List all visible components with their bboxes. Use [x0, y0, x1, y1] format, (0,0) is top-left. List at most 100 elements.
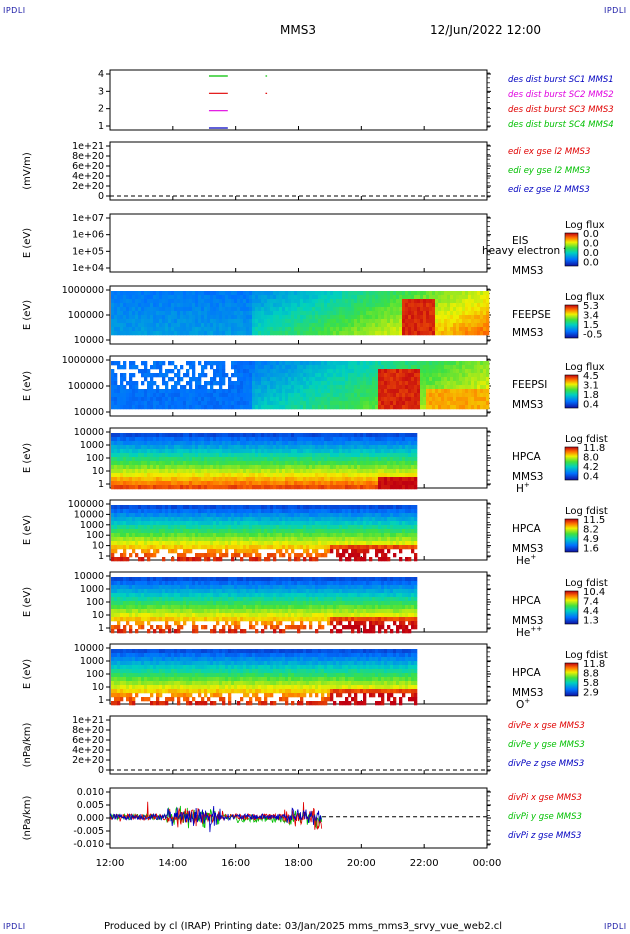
- heatmap-cell: [162, 445, 166, 450]
- heatmap-cell: [219, 291, 223, 296]
- heatmap-cell: [186, 361, 190, 366]
- heatmap-cell: [255, 291, 259, 296]
- heatmap-cell: [246, 381, 250, 386]
- heatmap-cell: [120, 307, 124, 312]
- heatmap-cell: [225, 389, 229, 394]
- heatmap-cell: [417, 393, 421, 398]
- heatmap-cell: [264, 311, 268, 316]
- heatmap-cell: [486, 365, 490, 370]
- heatmap-cell: [117, 485, 121, 490]
- heatmap-cell: [168, 377, 172, 382]
- heatmap-cell: [141, 361, 145, 366]
- heatmap-cell: [174, 385, 178, 390]
- heatmap-cell: [129, 323, 133, 328]
- heatmap-cell: [375, 373, 379, 378]
- heatmap-cell: [294, 319, 298, 324]
- heatmap-cell: [375, 457, 379, 462]
- heatmap-cell: [477, 323, 481, 328]
- heatmap-cell: [183, 541, 187, 546]
- heatmap-cell: [222, 545, 226, 550]
- heatmap-cell: [432, 385, 436, 390]
- heatmap-cell: [342, 311, 346, 316]
- heatmap-cell: [120, 295, 124, 300]
- heatmap-cell: [246, 481, 250, 486]
- heatmap-cell: [408, 315, 412, 320]
- heatmap-cell: [246, 361, 250, 366]
- heatmap-cell: [156, 323, 160, 328]
- heatmap-cell: [351, 307, 355, 312]
- heatmap-cell: [393, 311, 397, 316]
- heatmap-cell: [438, 319, 442, 324]
- heatmap-cell: [180, 453, 184, 458]
- heatmap-cell: [288, 473, 292, 478]
- heatmap-cell: [129, 481, 133, 486]
- heatmap-cell: [315, 449, 319, 454]
- heatmap-cell: [339, 295, 343, 300]
- heatmap-cell: [159, 319, 163, 324]
- heatmap-cell: [456, 327, 460, 332]
- heatmap-cell: [384, 311, 388, 316]
- heatmap-cell: [420, 307, 424, 312]
- heatmap-cell: [345, 385, 349, 390]
- heatmap-cell: [309, 477, 313, 482]
- heatmap-cell: [282, 373, 286, 378]
- heatmap-cell: [390, 295, 394, 300]
- heatmap-cell: [474, 299, 478, 304]
- heatmap-cell: [414, 437, 418, 442]
- heatmap-cell: [276, 397, 280, 402]
- heatmap-cell: [237, 331, 241, 336]
- heatmap-cell: [153, 381, 157, 386]
- heatmap-cell: [264, 361, 268, 366]
- heatmap-cell: [441, 323, 445, 328]
- heatmap-cell: [201, 525, 205, 530]
- heatmap-cell: [129, 389, 133, 394]
- heatmap-cell: [426, 389, 430, 394]
- heatmap-cell: [243, 449, 247, 454]
- heatmap-cell: [456, 361, 460, 366]
- heatmap-cell: [204, 307, 208, 312]
- heatmap-cell: [135, 381, 139, 386]
- heatmap-cell: [468, 303, 472, 308]
- heatmap-cell: [219, 505, 223, 510]
- heatmap-cell: [204, 513, 208, 518]
- heatmap-cell: [330, 393, 334, 398]
- heatmap-cell: [288, 445, 292, 450]
- heatmap-cell: [216, 299, 220, 304]
- heatmap-cell: [474, 361, 478, 366]
- heatmap-cell: [264, 437, 268, 442]
- heatmap-cell: [312, 315, 316, 320]
- heatmap-cell: [120, 291, 124, 296]
- heatmap-cell: [126, 509, 130, 514]
- heatmap-cell: [210, 437, 214, 442]
- heatmap-cell: [201, 517, 205, 522]
- heatmap-cell: [192, 405, 196, 410]
- heatmap-cell: [381, 327, 385, 332]
- heatmap-cell: [195, 319, 199, 324]
- heatmap-cell: [435, 291, 439, 296]
- heatmap-cell: [333, 401, 337, 406]
- heatmap-cell: [126, 303, 130, 308]
- heatmap-cell: [294, 481, 298, 486]
- heatmap-cell: [465, 327, 469, 332]
- heatmap-cell: [282, 299, 286, 304]
- heatmap-cell: [375, 485, 379, 490]
- heatmap-cell: [189, 449, 193, 454]
- heatmap-cell: [177, 481, 181, 486]
- heatmap-cell: [234, 373, 238, 378]
- heatmap-cell: [405, 369, 409, 374]
- heatmap-cell: [135, 437, 139, 442]
- heatmap-cell: [453, 331, 457, 336]
- heatmap-cell: [459, 307, 463, 312]
- heatmap-cell: [324, 369, 328, 374]
- heatmap-cell: [288, 381, 292, 386]
- heatmap-cell: [306, 315, 310, 320]
- heatmap-cell: [282, 291, 286, 296]
- heatmap-cell: [180, 385, 184, 390]
- heatmap-cell: [285, 401, 289, 406]
- heatmap-cell: [468, 331, 472, 336]
- heatmap-cell: [333, 477, 337, 482]
- heatmap-cell: [273, 437, 277, 442]
- heatmap-cell: [144, 481, 148, 486]
- heatmap-cell: [219, 557, 223, 562]
- heatmap-cell: [255, 477, 259, 482]
